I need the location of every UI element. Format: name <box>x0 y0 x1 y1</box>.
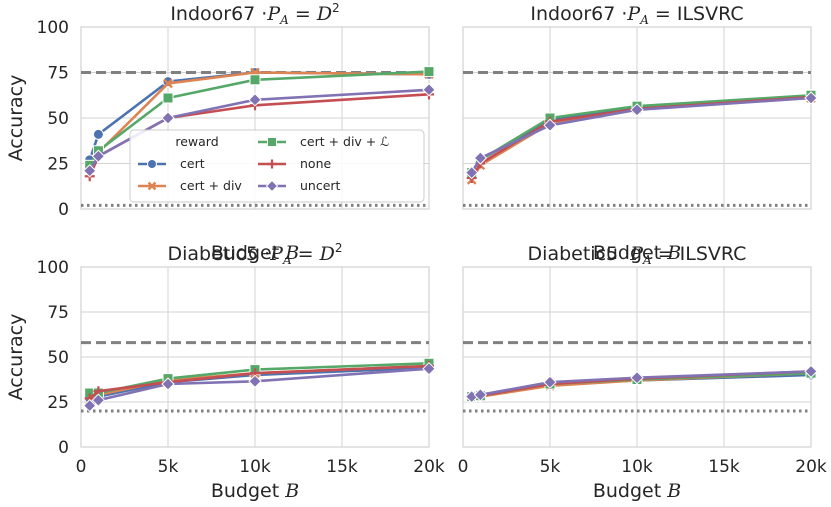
data-point-cert-div <box>162 92 174 104</box>
legend-marker <box>147 159 157 169</box>
data-point-cert-div <box>423 66 435 78</box>
data-point-uncert <box>422 83 436 97</box>
data-point-uncert <box>248 93 262 107</box>
y-tick-label: 75 <box>47 303 69 323</box>
x-tick-label: 15k <box>708 457 740 477</box>
legend-label: cert + div <box>180 178 242 193</box>
x-tick-label: 5k <box>158 457 179 477</box>
y-tick-label: 25 <box>47 155 69 175</box>
y-tick-label: 100 <box>37 18 69 38</box>
data-point-uncert <box>91 393 106 407</box>
chart-title: Indoor67 ·PA = ILSVRC <box>530 3 743 27</box>
legend-label: none <box>300 156 331 171</box>
data-point-cert <box>92 128 104 140</box>
series-uncert <box>464 364 818 404</box>
legend-entry-none: none <box>258 156 331 171</box>
series-uncert <box>82 83 436 178</box>
data-point-uncert <box>91 149 106 163</box>
plot-frame <box>462 266 812 448</box>
legend-label: cert <box>180 156 205 171</box>
legend-marker <box>267 159 277 169</box>
legend-entry-cert-div: cert + div + ℒ <box>258 134 389 149</box>
data-point-uncert <box>82 398 97 413</box>
x-tick-label: 10k <box>621 457 653 477</box>
y-tick-label: 50 <box>47 348 69 368</box>
legend: reward cert cert + div cert + div + ℒ none un… <box>129 129 425 203</box>
chart-title: Diabetic5 ·PA = ILSVRC <box>528 243 747 267</box>
data-point-uncert <box>248 374 262 389</box>
x-tick-label: 20k <box>795 457 827 477</box>
series-cert-div <box>466 89 817 179</box>
y-tick-label: 75 <box>47 64 69 84</box>
data-point-uncert <box>464 165 479 180</box>
x-axis-label: Budget B <box>593 242 681 264</box>
legend-box <box>129 129 425 203</box>
chart-title: Diabetic5 ·PA = D2 <box>168 241 343 267</box>
subplot-3: 0 25 50 75 100 0 5k 10k 15k 20k Diabetic5 ·PA = D2… <box>5 241 445 502</box>
subplot-1: 0 25 50 75 100 Indoor67 ·PA = D2 Budget B Accur… <box>5 1 436 264</box>
y-tick-label: 100 <box>37 258 69 278</box>
data-point-uncert <box>543 375 557 389</box>
legend-marker <box>265 179 279 193</box>
data-point-cert-div <box>249 74 261 86</box>
plot-frame <box>80 266 430 448</box>
x-tick-label: 0 <box>458 457 469 477</box>
legend-marker <box>147 181 157 191</box>
data-point-uncert <box>473 388 488 402</box>
data-point-uncert <box>543 118 557 132</box>
x-tick-label: 20k <box>413 457 445 477</box>
subplot-2: Indoor67 ·PA = ILSVRC Budget B <box>462 3 818 264</box>
data-point-uncert <box>473 151 488 165</box>
data-point-cert-div <box>163 78 173 89</box>
data-point-uncert <box>161 111 175 125</box>
legend-marker <box>267 137 277 147</box>
x-tick-label: 0 <box>76 457 87 477</box>
legend-entry-uncert: uncert <box>258 178 341 193</box>
x-tick-label: 5k <box>540 457 561 477</box>
x-axis-label: Budget B <box>211 242 299 264</box>
x-axis-label: Budget B <box>211 480 299 502</box>
y-tick-label: 0 <box>58 200 69 220</box>
x-tick-label: 10k <box>239 457 271 477</box>
plot-frame <box>462 26 812 210</box>
chart-title: Indoor67 ·PA = D2 <box>170 1 339 27</box>
data-point-uncert <box>630 103 644 117</box>
series-uncert <box>464 91 818 180</box>
data-point-uncert <box>804 364 818 379</box>
data-point-uncert <box>804 91 818 105</box>
y-tick-label: 0 <box>58 438 69 458</box>
y-tick-label: 50 <box>47 109 69 129</box>
x-tick-label: 15k <box>326 457 358 477</box>
legend-label: cert + div + ℒ <box>300 134 389 149</box>
legend-title: reward <box>175 134 218 149</box>
x-axis-label: Budget B <box>593 480 681 502</box>
plot-frame <box>80 26 430 210</box>
data-point-uncert <box>161 377 175 391</box>
data-point-uncert <box>82 164 97 178</box>
data-point-uncert <box>630 370 644 385</box>
data-point-uncert <box>422 361 436 376</box>
y-axis-label: Accuracy <box>5 314 27 401</box>
series-uncert <box>82 361 436 413</box>
legend-label: uncert <box>300 178 341 193</box>
legend-entry-cert-div: cert + div <box>138 178 242 193</box>
y-axis-label: Accuracy <box>5 75 27 162</box>
y-tick-label: 25 <box>47 393 69 413</box>
legend-entry-cert: cert <box>138 156 205 171</box>
